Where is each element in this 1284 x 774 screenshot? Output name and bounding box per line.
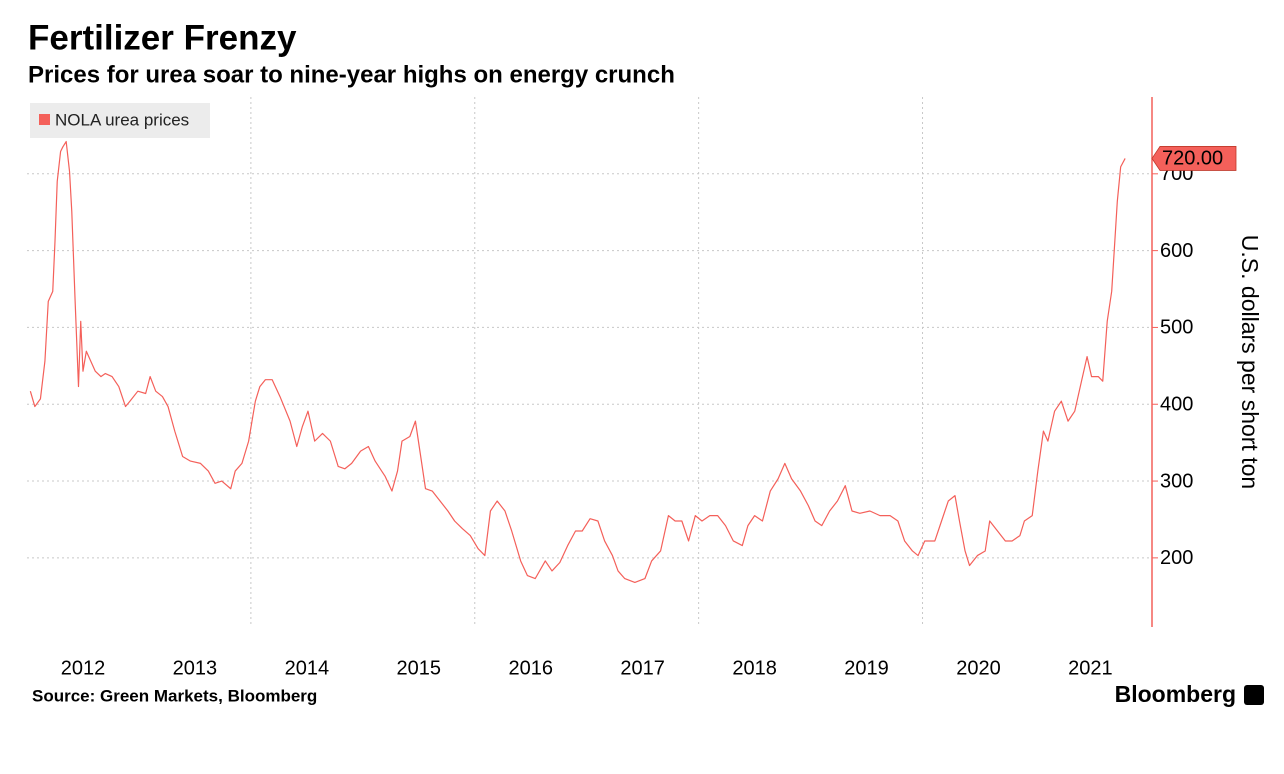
x-tick-label: 2015 bbox=[397, 657, 442, 679]
y-tick-label: 200 bbox=[1160, 547, 1193, 569]
x-tick-label: 2017 bbox=[620, 657, 665, 679]
x-tick-label: 2020 bbox=[956, 657, 1001, 679]
x-tick-label: 2012 bbox=[61, 657, 106, 679]
legend-box bbox=[30, 103, 210, 138]
legend-swatch bbox=[39, 114, 50, 125]
x-tick-label: 2021 bbox=[1068, 657, 1113, 679]
value-tag-box bbox=[1151, 146, 1237, 171]
brand-icon bbox=[1244, 685, 1264, 705]
x-tick-label: 2019 bbox=[844, 657, 889, 679]
x-tick-label: 2016 bbox=[508, 657, 553, 679]
chart-subtitle: Prices for urea soar to nine-year highs … bbox=[28, 61, 675, 88]
value-tag: 720.00 bbox=[1151, 146, 1237, 171]
y-tick-label: 500 bbox=[1160, 317, 1193, 339]
y-axis-title: U.S. dollars per short ton bbox=[1237, 235, 1263, 489]
brand: Bloomberg bbox=[1115, 681, 1236, 707]
x-tick-label: 2018 bbox=[732, 657, 777, 679]
legend: NOLA urea prices bbox=[30, 103, 210, 138]
y-tick-label: 400 bbox=[1160, 394, 1193, 416]
y-tick-label: 600 bbox=[1160, 240, 1193, 262]
value-label: 720.00 bbox=[1162, 148, 1223, 170]
x-tick-label: 2013 bbox=[173, 657, 218, 679]
chart-title: Fertilizer Frenzy bbox=[28, 18, 297, 57]
y-tick-label: 300 bbox=[1160, 470, 1193, 492]
source: Source: Green Markets, Bloomberg bbox=[32, 686, 317, 705]
line bbox=[29, 140, 1126, 584]
legend-label: NOLA urea prices bbox=[55, 110, 189, 129]
x-tick-label: 2014 bbox=[285, 657, 330, 679]
